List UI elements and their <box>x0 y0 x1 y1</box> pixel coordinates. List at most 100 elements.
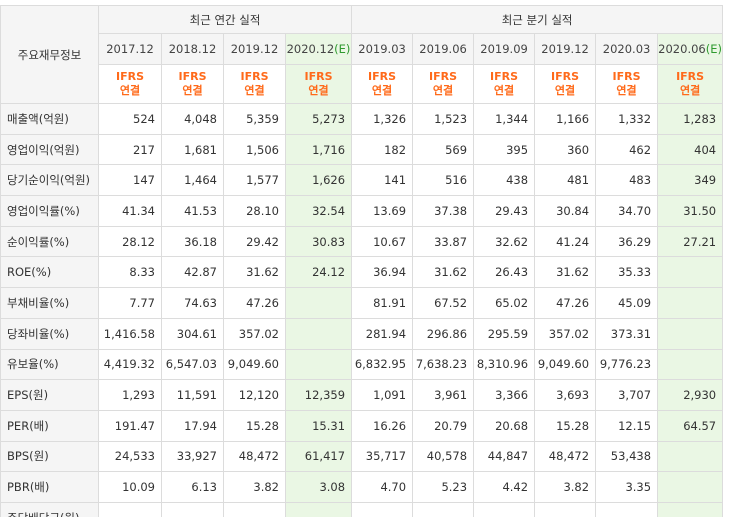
ifrs-basis-header: IFRS 연결 <box>223 64 286 104</box>
row-label: 부채비율(%) <box>0 287 99 319</box>
table-row: 당좌비율(%) 1,416.58 304.61 357.02 281.94 296.86 2… <box>0 317 724 350</box>
value-cell <box>284 287 353 319</box>
value-cell: 141 <box>351 164 414 197</box>
period-header: 2019.06 <box>412 33 475 65</box>
row-label: PBR(배) <box>0 471 99 503</box>
value-cell: 357.02 <box>534 317 597 350</box>
value-cell <box>284 348 353 381</box>
value-cell: 24.12 <box>284 256 353 289</box>
value-cell: 569 <box>412 133 475 166</box>
value-cell: 281.94 <box>351 317 414 350</box>
value-cell: 404 <box>657 133 724 166</box>
value-cell: 40,578 <box>412 440 475 473</box>
value-cell <box>657 501 724 517</box>
table-row: 부채비율(%) 7.77 74.63 47.26 81.91 67.52 65.02 47.2… <box>0 287 724 319</box>
value-cell: 29.43 <box>473 195 536 227</box>
value-cell <box>223 501 286 517</box>
value-cell: 33,927 <box>161 440 224 473</box>
period-header-row: 2017.12 2018.12 2019.12 2020.12(E) 2019.… <box>1 33 724 65</box>
value-cell: 4.42 <box>473 471 536 503</box>
value-cell: 462 <box>595 133 659 166</box>
value-cell: 7.77 <box>98 287 162 319</box>
ifrs-basis-header: IFRS 연결 <box>351 64 414 104</box>
consolidated-label: 연결 <box>432 84 454 97</box>
value-cell: 31.62 <box>412 256 475 289</box>
value-cell: 17.94 <box>161 409 224 442</box>
value-cell: 3.35 <box>595 471 659 503</box>
value-cell: 182 <box>351 133 414 166</box>
value-cell: 360 <box>534 133 597 166</box>
value-cell: 1,293 <box>98 379 162 411</box>
row-label: 유보율(%) <box>0 348 99 381</box>
value-cell: 1,681 <box>161 133 224 166</box>
value-cell: 15.28 <box>223 409 286 442</box>
row-label: 주당배당금(원) <box>0 501 99 517</box>
ifrs-label: IFRS <box>116 70 144 83</box>
value-cell: 44,847 <box>473 440 536 473</box>
period-label: 2020.06 <box>658 42 706 56</box>
value-cell: 3.82 <box>223 471 286 503</box>
row-label: ROE(%) <box>0 256 99 289</box>
value-cell: 483 <box>595 164 659 197</box>
estimate-mark: (E) <box>334 42 351 56</box>
ifrs-label: IFRS <box>551 70 580 83</box>
row-label: EPS(원) <box>0 379 99 411</box>
value-cell: 304.61 <box>161 317 224 350</box>
value-cell: 3,961 <box>412 379 475 411</box>
ifrs-basis-header: IFRS 연결 <box>534 64 597 104</box>
ifrs-basis-header: IFRS 연결 <box>473 64 536 104</box>
table-row: 매출액(억원) 524 4,048 5,359 5,273 1,326 1,523 1,344… <box>0 103 724 135</box>
value-cell: 1,326 <box>351 103 414 135</box>
value-cell <box>595 501 659 517</box>
value-cell <box>412 501 475 517</box>
ifrs-basis-header: IFRS 연결 <box>161 64 224 104</box>
value-cell: 31.62 <box>223 256 286 289</box>
value-cell <box>351 501 414 517</box>
value-cell: 32.54 <box>284 195 353 227</box>
ifrs-basis-header: IFRS 연결 <box>657 64 724 104</box>
value-cell <box>534 501 597 517</box>
ifrs-basis-header: IFRS 연결 <box>98 64 162 104</box>
table-row: EPS(원) 1,293 11,591 12,120 12,359 1,091 3,961 3… <box>0 379 724 411</box>
value-cell: 16.26 <box>351 409 414 442</box>
annual-group-header: 최근 연간 실적 <box>97 5 353 34</box>
row-label: 영업이익(억원) <box>0 133 99 166</box>
period-label: 2020.12 <box>286 42 335 56</box>
value-cell: 28.10 <box>223 195 286 227</box>
row-label-header: 주요재무정보 <box>0 5 99 104</box>
value-cell: 9,049.60 <box>223 348 286 381</box>
row-label: 당좌비율(%) <box>0 317 99 350</box>
value-cell <box>657 348 724 381</box>
table-row: ROE(%) 8.33 42.87 31.62 24.12 36.94 31.62 26.43… <box>0 256 724 289</box>
value-cell: 6,832.95 <box>351 348 414 381</box>
ifrs-basis-header: IFRS 연결 <box>595 64 659 104</box>
value-cell: 13.69 <box>351 195 414 227</box>
value-cell: 516 <box>412 164 475 197</box>
value-cell: 33.87 <box>412 225 475 258</box>
value-cell <box>657 287 724 319</box>
value-cell: 41.34 <box>98 195 162 227</box>
value-cell: 1,716 <box>284 133 353 166</box>
consolidated-label: 연결 <box>493 84 515 97</box>
value-cell <box>473 501 536 517</box>
value-cell <box>657 440 724 473</box>
value-cell: 7,638.23 <box>412 348 475 381</box>
row-label: 매출액(억원) <box>0 103 99 135</box>
value-cell: 53,438 <box>595 440 659 473</box>
table-row: 영업이익률(%) 41.34 41.53 28.10 32.54 13.69 37.38 29… <box>0 195 724 227</box>
value-cell: 36.18 <box>161 225 224 258</box>
value-cell: 9,776.23 <box>595 348 659 381</box>
value-cell: 10.67 <box>351 225 414 258</box>
value-cell: 47.26 <box>223 287 286 319</box>
period-header: 2019.03 <box>351 33 414 65</box>
table-row: 당기순이익(억원) 147 1,464 1,577 1,626 141 516 438 481 4… <box>0 164 724 197</box>
value-cell: 48,472 <box>223 440 286 473</box>
value-cell: 41.24 <box>534 225 597 258</box>
value-cell <box>98 501 162 517</box>
ifrs-label: IFRS <box>612 70 641 83</box>
value-cell: 10.09 <box>98 471 162 503</box>
consolidated-label: 연결 <box>554 84 576 97</box>
period-header: 2019.09 <box>473 33 536 65</box>
value-cell: 24,533 <box>98 440 162 473</box>
consolidated-label: 연결 <box>308 84 329 97</box>
